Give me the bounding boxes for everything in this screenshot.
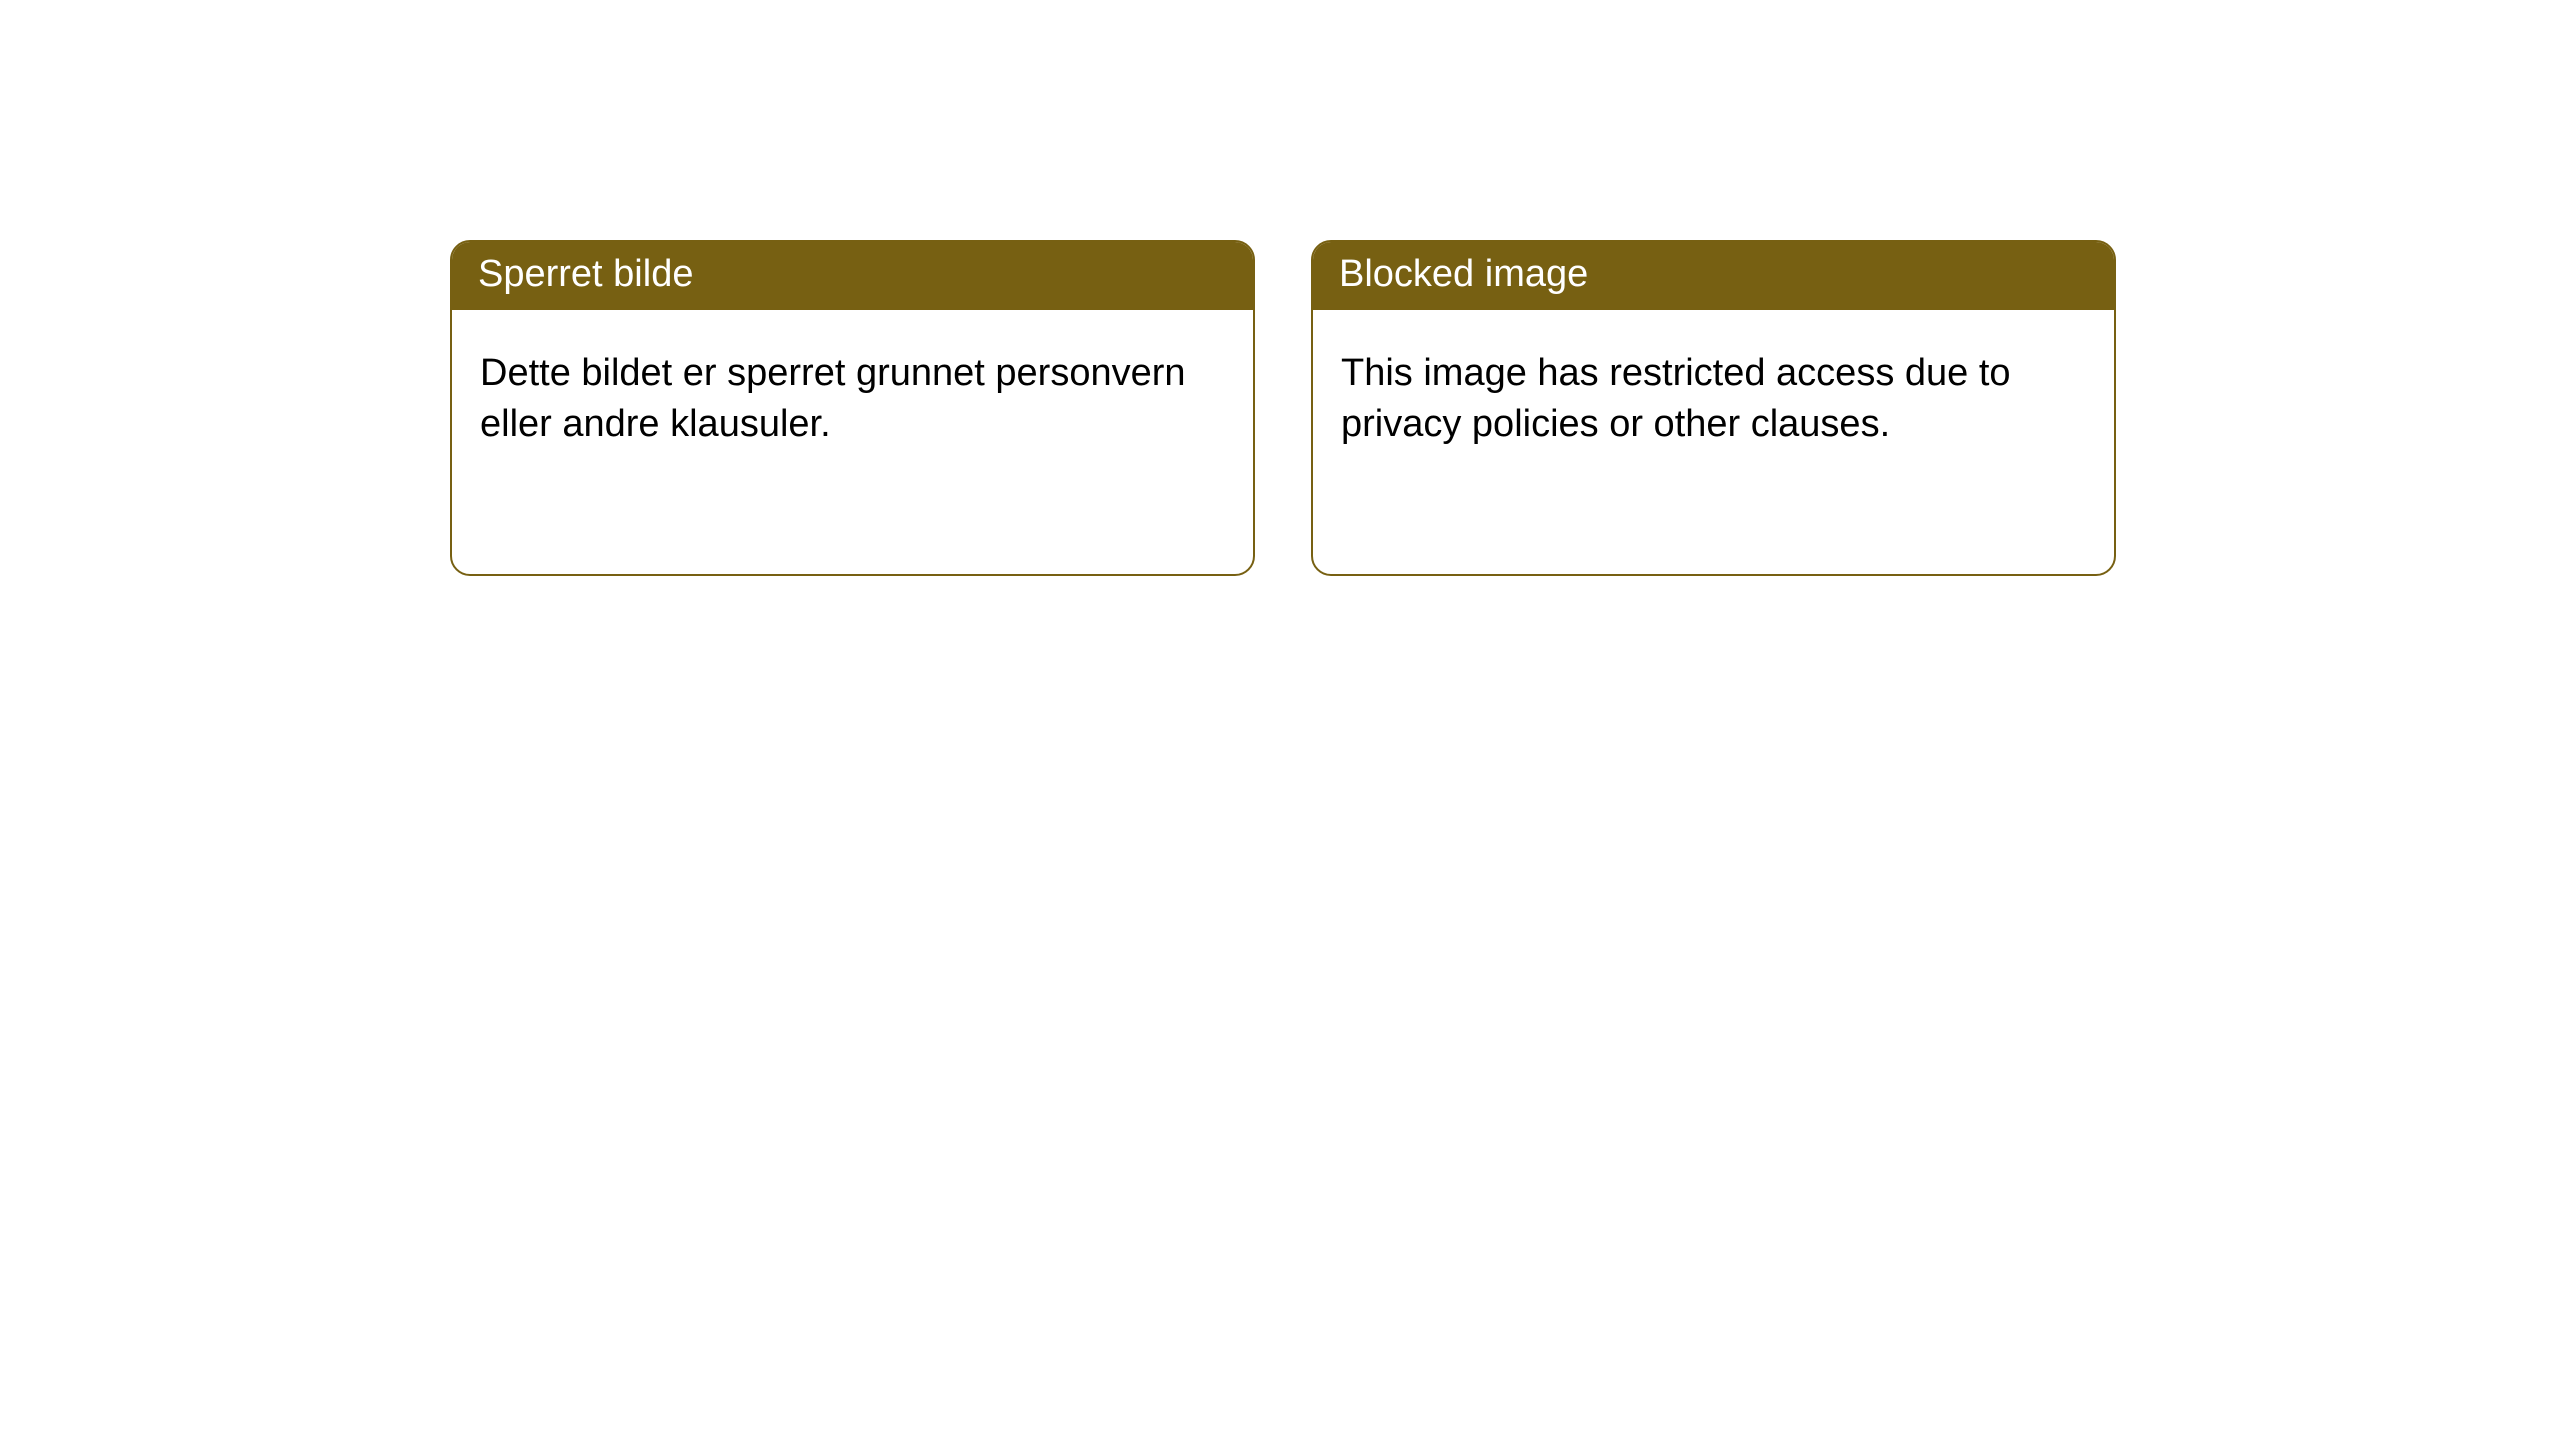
notice-card-body-no: Dette bildet er sperret grunnet personve… (452, 310, 1253, 479)
notice-card-body-en: This image has restricted access due to … (1313, 310, 2114, 479)
notice-card-header-no: Sperret bilde (452, 242, 1253, 310)
notice-card-en: Blocked image This image has restricted … (1311, 240, 2116, 576)
notice-cards-container: Sperret bilde Dette bildet er sperret gr… (0, 0, 2560, 576)
notice-card-no: Sperret bilde Dette bildet er sperret gr… (450, 240, 1255, 576)
notice-card-header-en: Blocked image (1313, 242, 2114, 310)
